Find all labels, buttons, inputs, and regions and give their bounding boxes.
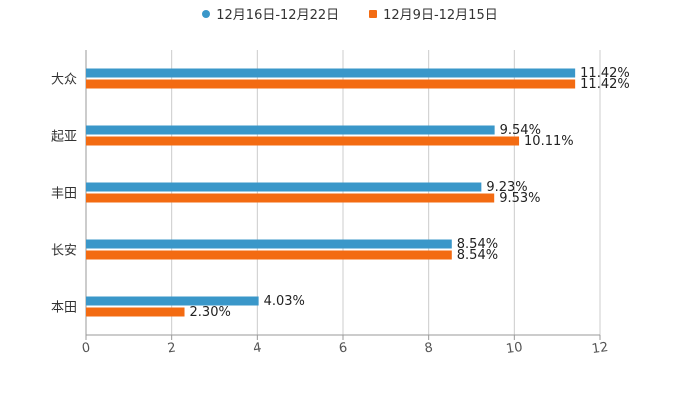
data-label-s2-1: 10.11% xyxy=(524,134,574,149)
tick-label-x-4: 4 xyxy=(252,340,262,356)
bar-s2-0 xyxy=(86,79,576,89)
bar-s2-3 xyxy=(86,250,452,260)
legend: 12月16日-12月22日 12月9日-12月15日 xyxy=(0,4,700,23)
data-label-s2-4: 2.30% xyxy=(190,305,231,320)
bar-s1-1 xyxy=(86,125,495,135)
data-label-s1-4: 4.03% xyxy=(264,294,305,309)
bar-s2-2 xyxy=(86,193,495,203)
data-label-s2-3: 8.54% xyxy=(457,248,498,263)
data-label-s1-2: 9.23% xyxy=(486,180,527,195)
data-label-s1-3: 8.54% xyxy=(457,237,498,252)
legend-item-series-2[interactable]: 12月9日-12月15日 xyxy=(369,4,498,23)
category-label-0: 大众 xyxy=(51,73,77,88)
legend-label-series-1: 12月16日-12月22日 xyxy=(216,8,340,23)
tick-label-x-6: 6 xyxy=(338,340,348,356)
data-label-s1-1: 9.54% xyxy=(500,123,541,138)
bar-s1-2 xyxy=(86,182,482,192)
bar-s2-4 xyxy=(86,307,185,317)
legend-marker-series-2 xyxy=(369,9,378,18)
bar-s1-3 xyxy=(86,239,452,249)
category-label-4: 本田 xyxy=(51,301,77,316)
data-label-s2-0: 11.42% xyxy=(580,77,630,92)
data-label-s1-0: 11.42% xyxy=(580,66,630,81)
category-label-2: 丰田 xyxy=(51,187,77,202)
tick-label-x-0: 0 xyxy=(81,340,91,356)
tick-label-x-8: 8 xyxy=(424,340,434,356)
bar-s1-4 xyxy=(86,296,259,306)
legend-label-series-2: 12月9日-12月15日 xyxy=(383,8,498,23)
tick-label-x-12: 12 xyxy=(591,340,609,357)
data-label-s2-2: 9.53% xyxy=(499,191,540,206)
bar-s2-1 xyxy=(86,136,520,146)
legend-item-series-1[interactable]: 12月16日-12月22日 xyxy=(202,4,339,23)
tick-label-x-10: 10 xyxy=(505,340,523,357)
category-label-3: 长安 xyxy=(51,244,77,259)
category-label-1: 起亚 xyxy=(51,130,77,145)
tick-label-x-2: 2 xyxy=(167,340,177,356)
legend-marker-series-1 xyxy=(202,9,211,18)
bar-s1-0 xyxy=(86,68,576,78)
